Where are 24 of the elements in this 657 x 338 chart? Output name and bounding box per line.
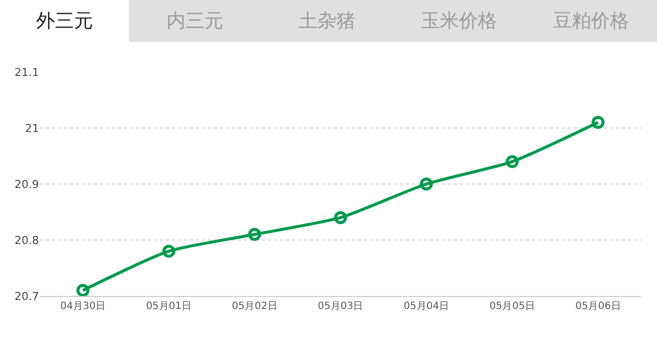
x-tick-label: 05月02日	[232, 301, 278, 312]
point	[162, 244, 176, 258]
y-tick-label: 20.8	[14, 234, 39, 247]
chart-title: 外三元	[0, 0, 129, 42]
point	[506, 155, 519, 168]
x-tick-label: 05月05日	[489, 301, 535, 312]
x-tick-label: 05月03日	[318, 301, 364, 312]
x-tick-label: 04月30日	[60, 301, 106, 312]
x-tick-label: 05月04日	[404, 301, 450, 312]
point	[248, 228, 262, 241]
y-tick-label: 20.9	[14, 178, 39, 191]
text: 内三元	[166, 9, 224, 34]
text: 玉米价格	[420, 9, 498, 34]
y-tick-label: 21	[25, 122, 39, 135]
point	[334, 211, 347, 224]
y-tick-label: 21.1	[14, 66, 39, 79]
point	[420, 178, 433, 190]
point	[592, 116, 605, 129]
x-tick-label: 05月01日	[146, 301, 192, 312]
y-tick-label: 20.7	[14, 290, 39, 303]
x-tick-label: 05月06日	[575, 301, 621, 312]
point	[76, 284, 90, 296]
text: 豆粕价格	[552, 9, 630, 34]
text: 土杂猪	[298, 9, 356, 34]
